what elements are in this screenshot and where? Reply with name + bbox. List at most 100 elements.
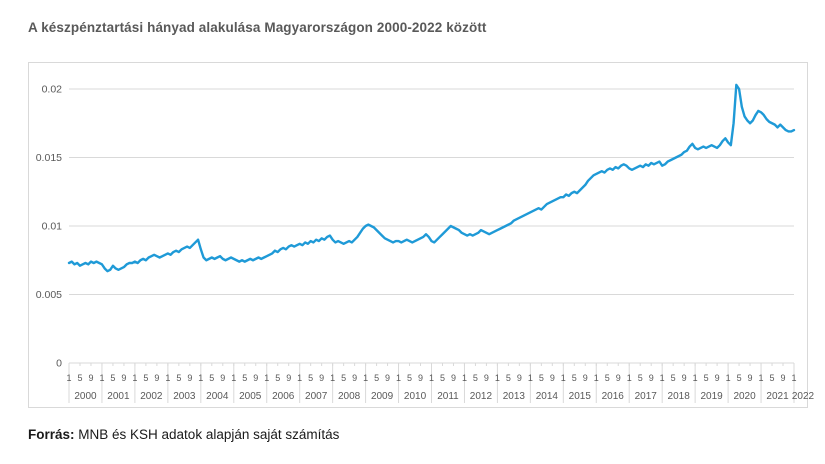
x-axis-month-label: 1 — [363, 373, 368, 383]
x-axis-month-label: 5 — [275, 373, 280, 383]
y-axis-tick-label: 0.005 — [36, 289, 62, 301]
x-axis-month-label: 9 — [649, 373, 654, 383]
x-axis-year-label: 2018 — [668, 391, 691, 402]
x-axis-month-label: 1 — [330, 373, 335, 383]
x-axis-month-label: 1 — [495, 373, 500, 383]
x-axis-year-label: 2017 — [635, 391, 658, 402]
x-axis-month-label: 9 — [451, 373, 456, 383]
x-axis-month-label: 9 — [682, 373, 687, 383]
x-axis-month-label: 9 — [319, 373, 324, 383]
x-axis-month-label: 5 — [374, 373, 379, 383]
x-axis-month-label: 5 — [770, 373, 775, 383]
x-axis-year-label: 2000 — [74, 391, 97, 402]
x-axis-month-label: 9 — [484, 373, 489, 383]
page-title: A készpénztartási hányad alakulása Magya… — [28, 20, 487, 35]
x-axis-year-label: 2013 — [503, 391, 526, 402]
x-axis-month-label: 1 — [594, 373, 599, 383]
x-axis-year-label: 2005 — [239, 391, 262, 402]
y-axis-tick-label: 0 — [56, 358, 62, 370]
data-line-series — [67, 83, 796, 273]
x-axis-month-label: 9 — [253, 373, 258, 383]
x-axis-year-label: 2015 — [569, 391, 592, 402]
x-axis-month-label: 1 — [198, 373, 203, 383]
x-axis-month-label: 5 — [539, 373, 544, 383]
x-axis-month-label: 9 — [385, 373, 390, 383]
x-axis-month-label: 5 — [110, 373, 115, 383]
x-axis-month-label: 5 — [737, 373, 742, 383]
x-axis-year-label: 2011 — [437, 391, 459, 402]
y-axis-tick-label: 0.01 — [42, 221, 63, 233]
y-axis-tick-label: 0.015 — [36, 152, 62, 164]
x-axis-month-label: 9 — [616, 373, 621, 383]
x-axis-month-label: 5 — [572, 373, 577, 383]
source-label: Forrás: — [28, 427, 75, 442]
x-axis-year-label: 2021 — [766, 391, 789, 402]
x-axis-year-label: 2009 — [371, 391, 394, 402]
x-axis-month-label: 9 — [517, 373, 522, 383]
source-note: Forrás: MNB és KSH adatok alapján saját … — [28, 427, 339, 442]
x-axis-month-label: 1 — [791, 373, 796, 383]
x-axis-month-label: 5 — [605, 373, 610, 383]
x-axis-month-label: 5 — [407, 373, 412, 383]
y-axis-tick-label: 0.02 — [42, 84, 63, 96]
x-axis-month-label: 1 — [297, 373, 302, 383]
x-axis-year-label: 2007 — [305, 391, 328, 402]
x-axis-month-label: 1 — [462, 373, 467, 383]
x-axis-month-label: 5 — [506, 373, 511, 383]
x-axis-year-label: 2012 — [470, 391, 493, 402]
x-axis-month-label: 9 — [715, 373, 720, 383]
x-axis-month-label: 5 — [242, 373, 247, 383]
x-axis-month-label: 9 — [352, 373, 357, 383]
x-axis-year-label: 2019 — [700, 391, 723, 402]
x-axis-month-label: 9 — [286, 373, 291, 383]
x-axis-month-label: 9 — [121, 373, 126, 383]
x-axis-month-label: 5 — [176, 373, 181, 383]
x-axis-month-label: 9 — [583, 373, 588, 383]
chart-container: 0 0.005 0.01 0.015 0.02 1 5 9 2000 1 5 9 2001 1 5 9 2002… — [28, 62, 815, 408]
x-axis-month-label: 5 — [341, 373, 346, 383]
x-axis-month-label: 1 — [627, 373, 632, 383]
x-axis-month-label: 5 — [209, 373, 214, 383]
x-axis-month-label: 1 — [66, 373, 71, 383]
x-axis-month-label: 1 — [396, 373, 401, 383]
x-axis-year-label: 2008 — [338, 391, 361, 402]
x-axis-month-label: 1 — [99, 373, 104, 383]
x-axis-month-label: 5 — [473, 373, 478, 383]
source-text: MNB és KSH adatok alapján saját számítás — [74, 427, 340, 442]
x-axis-year-label: 2016 — [602, 391, 625, 402]
x-axis-month-label: 5 — [704, 373, 709, 383]
x-axis-month-label: 1 — [264, 373, 269, 383]
x-axis-year-label: 2010 — [404, 391, 427, 402]
x-axis-month-label: 5 — [308, 373, 313, 383]
x-axis-month-label: 1 — [759, 373, 764, 383]
x-axis-month-label: 9 — [781, 373, 786, 383]
x-axis-year-label: 2004 — [206, 391, 229, 402]
x-axis-month-label: 1 — [165, 373, 170, 383]
x-axis-month-label: 9 — [220, 373, 225, 383]
x-axis-year-label: 2002 — [140, 391, 163, 402]
x-axis-month-label: 9 — [748, 373, 753, 383]
x-axis-month-label: 1 — [528, 373, 533, 383]
x-axis-month-label: 5 — [671, 373, 676, 383]
x-axis-year-label: 2022 — [792, 391, 815, 402]
x-axis-month-label: 9 — [550, 373, 555, 383]
x-axis-year-label: 2006 — [272, 391, 295, 402]
x-axis-year-label: 2014 — [536, 391, 559, 402]
x-axis-month-label: 1 — [429, 373, 434, 383]
x-axis-year-label: 2001 — [107, 391, 130, 402]
x-axis-month-label: 5 — [638, 373, 643, 383]
x-axis-month-label: 9 — [187, 373, 192, 383]
x-axis-month-label: 5 — [143, 373, 148, 383]
x-axis-month-label: 1 — [693, 373, 698, 383]
x-axis-year-label: 2003 — [173, 391, 196, 402]
x-axis-month-label: 9 — [88, 373, 93, 383]
x-axis-month-label: 5 — [77, 373, 82, 383]
x-axis-month-label: 9 — [418, 373, 423, 383]
x-axis-month-label: 1 — [726, 373, 731, 383]
x-axis-month-label: 1 — [231, 373, 236, 383]
x-axis-month-label: 1 — [660, 373, 665, 383]
x-axis-month-label: 5 — [440, 373, 445, 383]
x-axis-month-label: 1 — [561, 373, 566, 383]
x-axis-month-label: 9 — [154, 373, 159, 383]
